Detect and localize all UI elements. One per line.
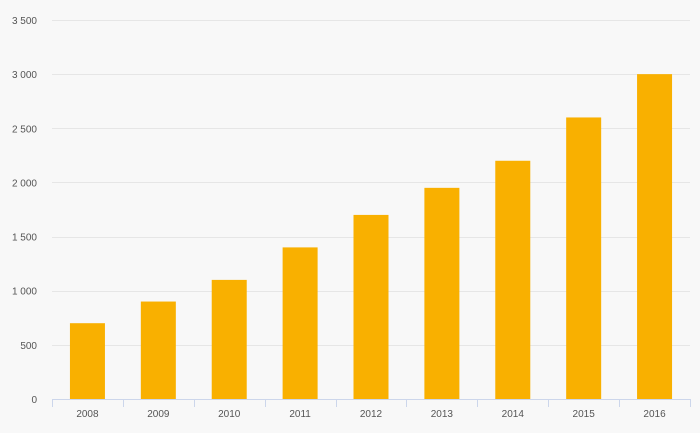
x-tick-label: 2015 [573,409,596,420]
x-tick-label: 2011 [289,409,311,420]
y-tick-label: 3 500 [12,16,37,27]
y-tick-label: 1 000 [12,287,37,298]
x-tick-label: 2012 [360,409,383,420]
x-axis [52,399,691,407]
y-tick-label: 500 [20,341,37,352]
bar-2016 [637,74,673,400]
x-tick-label: 2008 [76,409,99,420]
x-tick-label: 2014 [502,409,525,420]
y-tick-label: 2 000 [12,178,37,189]
bar-2011 [282,247,318,399]
x-axis-tick-labels: 2008 2009 2010 2011 2012 2013 2014 2015 2016 [76,409,666,420]
bar-2010 [211,279,247,399]
bar-2015 [566,117,602,399]
x-tick-label: 2010 [218,409,241,420]
y-tick-label: 1 500 [12,233,37,244]
bars [69,74,673,400]
x-tick-label: 2009 [147,409,170,420]
y-tick-label: 3 000 [12,70,37,81]
bar-2009 [140,301,176,399]
x-tick-label: 2013 [431,409,454,420]
bar-2013 [424,187,460,399]
y-axis-tick-labels: 0 500 1 000 1 500 2 000 2 500 3 000 3 500 [12,16,37,406]
y-tick-label: 0 [31,395,37,406]
bar-2008 [69,323,105,399]
y-tick-label: 2 500 [12,124,37,135]
bar-2012 [353,214,389,399]
bar-2014 [495,160,531,399]
x-tick-label: 2016 [643,409,666,420]
